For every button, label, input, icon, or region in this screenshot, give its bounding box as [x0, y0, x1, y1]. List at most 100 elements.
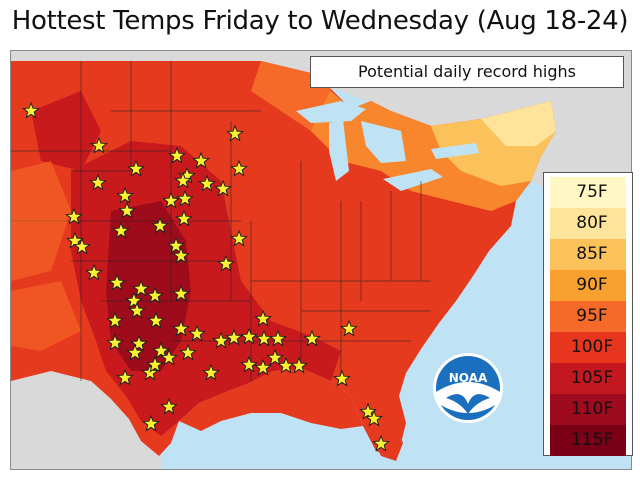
legend-item-110: 110F	[550, 394, 626, 425]
star-icon	[130, 334, 148, 352]
legend-label: 90F	[576, 275, 608, 295]
star-icon	[160, 348, 178, 366]
noaa-logo-icon: NOAA	[432, 352, 504, 424]
legend-label: 75F	[576, 182, 608, 202]
subtitle-text: Potential daily record highs	[358, 62, 576, 81]
legend-item-75: 75F	[550, 177, 626, 208]
star-icon	[65, 207, 83, 225]
star-icon	[240, 327, 258, 345]
heat-map	[10, 50, 632, 470]
star-icon	[230, 229, 248, 247]
star-icon	[112, 221, 130, 239]
star-icon	[226, 124, 244, 142]
legend-swatch	[550, 332, 626, 363]
star-icon	[146, 286, 164, 304]
star-icon	[192, 151, 210, 169]
star-icon	[333, 369, 351, 387]
lake-erie	[383, 169, 443, 191]
new-england-coolest-region	[481, 101, 556, 146]
legend-swatch	[550, 394, 626, 425]
legend-swatch	[550, 239, 626, 270]
legend-label: 80F	[576, 213, 608, 233]
star-icon	[198, 174, 216, 192]
star-icon	[303, 329, 321, 347]
star-icon	[372, 434, 390, 452]
star-icon	[160, 397, 178, 415]
legend-item-85: 85F	[550, 239, 626, 270]
star-icon	[254, 309, 272, 327]
star-icon	[230, 159, 248, 177]
star-icon	[290, 356, 308, 374]
star-icon	[188, 324, 206, 342]
lake-ontario	[431, 143, 479, 159]
star-icon	[202, 363, 220, 381]
star-icon	[126, 343, 144, 361]
star-icon	[125, 291, 143, 309]
star-icon	[340, 319, 358, 337]
star-icon	[128, 301, 146, 319]
star-icon	[152, 341, 170, 359]
legend-item-80: 80F	[550, 208, 626, 239]
star-icon	[172, 284, 190, 302]
star-icon	[108, 273, 126, 291]
star-icon	[162, 191, 180, 209]
star-icon	[225, 328, 243, 346]
star-icon	[172, 246, 190, 264]
legend-item-105: 105F	[550, 363, 626, 394]
page-title: Hottest Temps Friday to Wednesday (Aug 1…	[11, 6, 629, 36]
star-icon	[214, 179, 232, 197]
legend-swatch	[550, 270, 626, 301]
legend-label: 95F	[576, 306, 608, 326]
star-icon	[254, 358, 272, 376]
star-icon	[217, 254, 235, 272]
legend-item-115: 115F	[550, 425, 626, 456]
star-icon	[179, 343, 197, 361]
star-icon	[132, 279, 150, 297]
subtitle-box: Potential daily record highs	[310, 56, 624, 88]
star-icon	[146, 355, 164, 373]
legend-swatch	[550, 301, 626, 332]
star-icon	[142, 414, 160, 432]
legend-swatch	[550, 363, 626, 394]
legend-label: 115F	[570, 430, 614, 450]
lake-huron	[361, 121, 406, 163]
lake-michigan	[329, 119, 349, 181]
star-icon	[212, 331, 230, 349]
star-icon	[127, 159, 145, 177]
star-icon	[106, 311, 124, 329]
legend-item-100: 100F	[550, 332, 626, 363]
star-icon	[22, 101, 40, 119]
star-icon	[266, 348, 284, 366]
star-icon	[365, 409, 383, 427]
lake-superior	[296, 101, 366, 123]
star-icon	[168, 146, 186, 164]
legend-label: 100F	[570, 337, 614, 357]
star-icon	[240, 355, 258, 373]
map-canvas	[11, 51, 631, 469]
gulf-coast-land	[179, 369, 363, 431]
legend-swatch	[550, 425, 626, 456]
star-icon	[176, 189, 194, 207]
star-icon	[73, 237, 91, 255]
terrain-shading	[11, 161, 81, 351]
star-icon	[90, 136, 108, 154]
florida-land	[351, 391, 403, 461]
star-icon	[359, 402, 377, 420]
legend-swatch	[550, 208, 626, 239]
star-icon	[175, 209, 193, 227]
legend-label: 85F	[576, 244, 608, 264]
temperature-legend: 75F 80F 85F 90F 95F 100F 105F 110F 115F	[543, 172, 633, 456]
star-icon	[172, 319, 190, 337]
star-icon	[116, 186, 134, 204]
legend-item-95: 95F	[550, 301, 626, 332]
star-icon	[167, 236, 185, 254]
star-icon	[116, 368, 134, 386]
star-icon	[85, 263, 103, 281]
record-high-markers	[22, 101, 390, 452]
star-icon	[106, 333, 124, 351]
star-icon	[269, 329, 287, 347]
star-icon	[147, 311, 165, 329]
star-icon	[174, 171, 192, 189]
noaa-logo-text: NOAA	[449, 371, 488, 385]
state-boundaries	[11, 61, 431, 381]
